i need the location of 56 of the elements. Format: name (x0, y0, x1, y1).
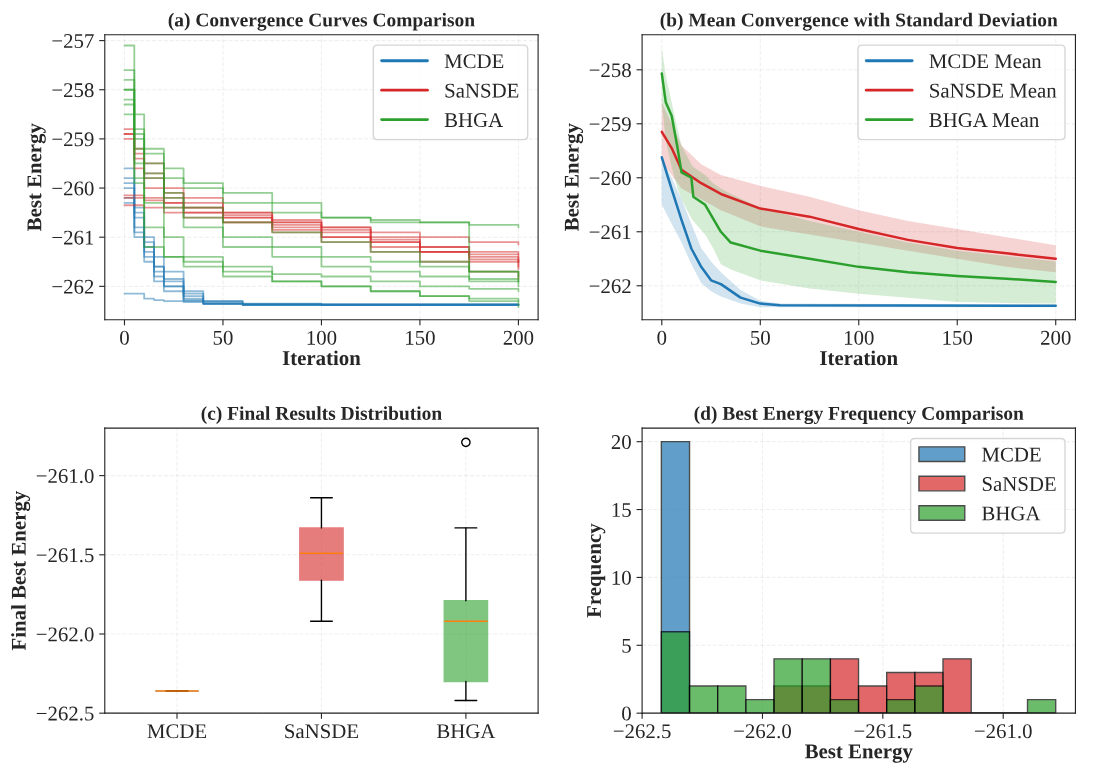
y-tick-label: 15 (612, 503, 631, 517)
x-tick-label: −261.0 (974, 724, 1032, 739)
y-tick-label: −258 (52, 83, 94, 98)
legend-label: MCDE (444, 54, 504, 69)
x-tick-label: BHGA (436, 724, 496, 739)
x-tick-label: 50 (213, 330, 233, 345)
y-axis-title: Best Energy (27, 123, 46, 231)
y-axis-title: Frequency (587, 523, 606, 618)
y-tick-label: 10 (612, 570, 631, 585)
x-tick-label: 100 (844, 330, 874, 345)
x-tick-label: MCDE (147, 724, 207, 739)
y-tick-label: −258 (589, 63, 631, 78)
x-tick-label: −261.5 (854, 724, 912, 739)
chart-title: (d) Best Energy Frequency Comparison (694, 406, 1024, 425)
chart-title: (a) Convergence Curves Comparison (168, 12, 475, 31)
y-tick-label: −259 (589, 117, 631, 132)
x-axis-title: Iteration (820, 350, 898, 366)
x-tick-label: −262.0 (734, 724, 791, 739)
legend-label: BHGA Mean (929, 113, 1040, 128)
y-tick-label: −262.0 (36, 627, 94, 642)
legend-label: SaNSDE (445, 83, 519, 98)
y-tick-label: −262.5 (36, 706, 94, 721)
y-axis-title: Best Energy (564, 123, 584, 231)
y-axis-title: Final Best Energy (11, 490, 31, 651)
x-tick-label: 100 (307, 330, 337, 345)
y-tick-label: −259 (52, 132, 94, 147)
y-tick-label: −260 (589, 171, 631, 186)
x-tick-label: 50 (751, 330, 770, 345)
y-tick-label: 5 (622, 638, 631, 653)
y-tick-label: 20 (611, 435, 631, 450)
y-tick-label: −257 (52, 34, 94, 49)
x-tick-label: 0 (120, 330, 129, 345)
y-tick-label: −261 (52, 230, 94, 245)
x-tick-label: 150 (406, 330, 435, 345)
x-tick-label: 0 (657, 330, 667, 345)
legend-label: SaNSDE Mean (930, 83, 1057, 98)
legend-label: MCDE (982, 447, 1041, 462)
legend-label: BHGA (982, 506, 1041, 521)
chart-title: (c) Final Results Distribution (201, 406, 442, 424)
y-tick-label: 0 (622, 706, 631, 721)
legend-label: SaNSDE (982, 477, 1056, 492)
x-axis-title: Iteration (282, 350, 361, 366)
chart-title: (b) Mean Convergence with Standard Deviation (660, 12, 1058, 31)
y-tick-label: −261 (589, 225, 631, 240)
y-tick-label: −260 (52, 181, 94, 196)
y-tick-label: −262 (52, 279, 94, 294)
x-tick-label: 150 (943, 330, 973, 345)
x-tick-label: SaNSDE (285, 724, 359, 739)
y-tick-label: −262 (589, 279, 631, 294)
y-tick-label: −261.5 (36, 548, 94, 563)
y-tick-label: −261.0 (36, 468, 94, 484)
legend-label: BHGA (444, 113, 503, 128)
x-axis-title: Best Energy (805, 744, 913, 763)
x-tick-label: 200 (1041, 330, 1071, 345)
legend-label: MCDE Mean (929, 54, 1042, 69)
x-tick-label: 200 (503, 330, 534, 345)
